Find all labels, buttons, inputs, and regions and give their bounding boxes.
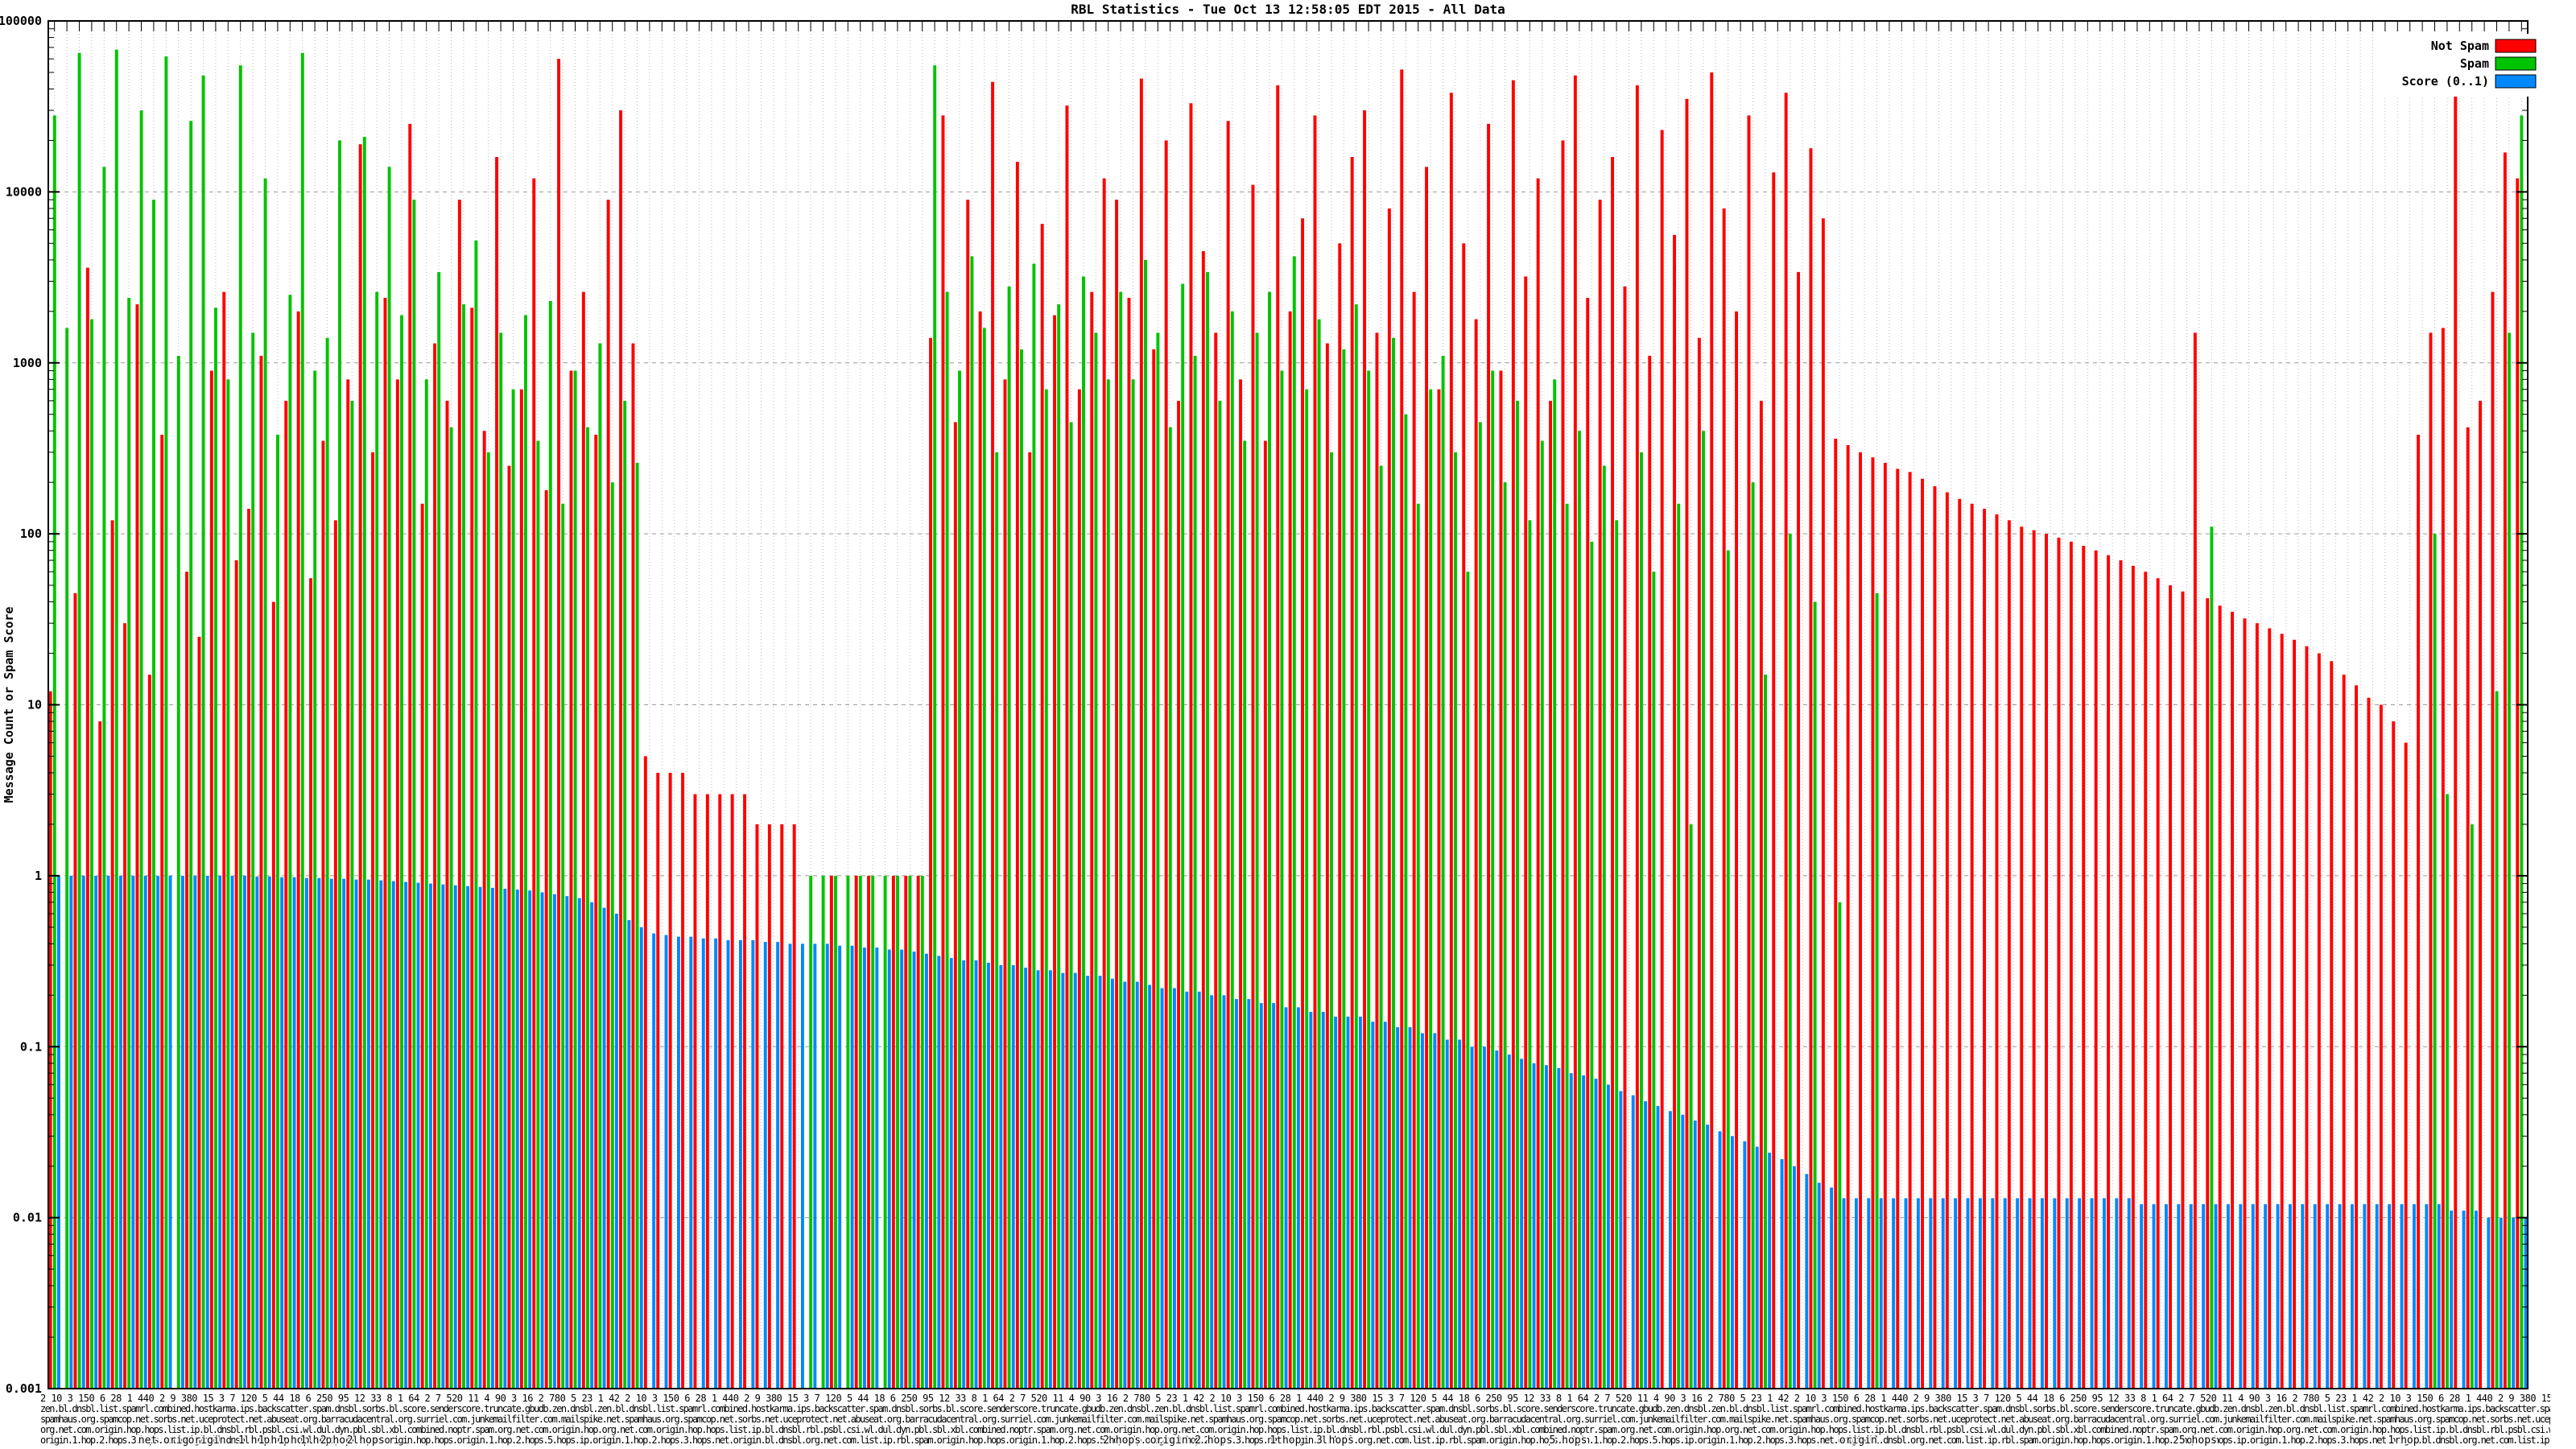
legend-swatch <box>2495 39 2537 53</box>
y-tick-label: 100 <box>20 526 42 541</box>
y-tick-label: 100000 <box>0 14 42 28</box>
legend-swatch <box>2495 56 2537 71</box>
bars-not-spam <box>48 59 2520 1389</box>
x-axis-qualifier-label: 1 hop <box>300 1435 332 1447</box>
bars-score <box>56 875 2528 1389</box>
x-axis-qualifier-label: 5 hops <box>2179 1435 2217 1447</box>
legend: Not Spam Spam Score (0..1) <box>2376 34 2541 97</box>
y-tick-label: 0.01 <box>13 1211 42 1225</box>
y-tick-label: 1 <box>35 869 42 883</box>
grid <box>48 21 2528 1389</box>
x-axis-qualifier-label: 2 hops <box>1103 1435 1141 1447</box>
svg-text:zen.bl.dnsbl.list.spamrl.combi: zen.bl.dnsbl.list.spamrl.combined.hostka… <box>40 1403 2576 1414</box>
x-axis-qualifier-label: 2 hops <box>347 1435 385 1447</box>
y-tick-label: 1000 <box>13 356 42 370</box>
x-axis-qualifier-label: 1 hop <box>2388 1435 2419 1447</box>
svg-text:origin.1.hop.2.hops.3.hops.net: origin.1.hop.2.hops.3.hops.net.origin.bl… <box>40 1435 2576 1446</box>
y-axis-label: Message Count or Spam Score <box>2 607 16 803</box>
legend-label: Not Spam <box>2431 39 2489 53</box>
x-axis-qualifier-label: 5 hops <box>1550 1435 1587 1447</box>
x-axis-qualifier-label: 2 hop <box>320 1435 352 1447</box>
y-tick-label: 0.1 <box>20 1039 42 1054</box>
chart-title: RBL Statistics - Tue Oct 13 12:58:05 EDT… <box>1071 2 1505 17</box>
x-axis-qualifier-label: origin <box>1839 1435 1877 1447</box>
y-ticks: 100000 10000 1000 100 10 1 0.1 0.01 0.001 <box>0 14 2528 1396</box>
x-axis-qualifier-label: 1 hop <box>1269 1435 1301 1447</box>
x-axis-qualifier-label: origin <box>1150 1435 1188 1447</box>
bars-spam <box>52 49 2524 1389</box>
svg-text:2 10 3 150 6 28 1 440 2 9 380: 2 10 3 150 6 28 1 440 2 9 380 15 3 7 120… <box>40 1393 2576 1404</box>
x-axis-qualifier-label: origin <box>188 1435 226 1447</box>
x-axis-qualifier-label: 1 hop <box>238 1435 270 1447</box>
x-axis-label-smear: 2 10 3 150 6 28 1 440 2 9 380 15 3 7 120… <box>40 1393 2576 1446</box>
legend-label: Spam <box>2460 56 2489 71</box>
legend-label: Score (0..1) <box>2402 74 2489 89</box>
y-tick-label: 0.001 <box>6 1381 42 1396</box>
x-axis-qualifier-label: 1 hop <box>258 1435 290 1447</box>
svg-text:spamhaus.org.spamcop.net.sorbs: spamhaus.org.spamcop.net.sorbs.net.ucepr… <box>40 1414 2576 1425</box>
y-tick-label: 10000 <box>6 184 42 199</box>
x-axis-qualifier-label: net origin <box>138 1435 201 1447</box>
svg-text:org.net.com.origin.hop.hops.li: org.net.com.origin.hop.hops.list.ip.bl.d… <box>40 1424 2576 1435</box>
legend-swatch <box>2495 74 2537 89</box>
x-axis-qualifier-label: 2 hops <box>1195 1435 1232 1447</box>
y-tick-label: 10 <box>27 698 42 712</box>
x-ticks <box>54 21 2522 31</box>
x-axis-qualifier-label: 1 hop <box>278 1435 309 1447</box>
x-axis-qualifier-label: 3 hops <box>1316 1435 1354 1447</box>
